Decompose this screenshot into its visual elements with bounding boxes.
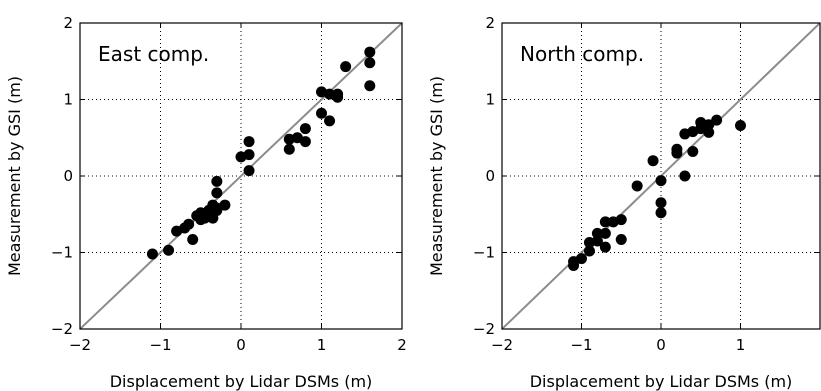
data-point: [703, 119, 715, 131]
y-axis-label: Measurement by GSI (m): [5, 76, 24, 276]
x-tick-label: −2: [491, 336, 513, 354]
y-tick-label: −2: [473, 320, 495, 338]
data-point: [324, 115, 336, 127]
y-tick-label: 2: [63, 14, 73, 32]
y-tick-label: 1: [63, 91, 73, 109]
x-tick-label: 1: [317, 336, 327, 354]
data-point: [679, 170, 691, 182]
y-tick-label: −1: [51, 244, 73, 262]
data-point: [576, 253, 587, 265]
data-point: [211, 187, 223, 199]
data-point: [711, 114, 723, 126]
x-tick-label: −1: [149, 336, 171, 354]
data-point: [735, 120, 746, 132]
y-tick-label: 0: [63, 167, 73, 185]
data-point: [647, 155, 659, 167]
data-point: [299, 123, 311, 135]
data-point: [591, 227, 603, 239]
x-tick-label: 1: [736, 336, 746, 354]
panel-east: −2−2 −1 −1 0 0 1 1 2 2 East comp. Displacement by …: [5, 14, 407, 391]
x-tick-label: −2: [69, 336, 91, 354]
data-point: [340, 61, 352, 73]
x-tick-label: 0: [656, 336, 666, 354]
data-point: [599, 241, 611, 253]
data-point: [599, 227, 611, 239]
data-point: [631, 180, 643, 192]
data-point: [187, 233, 199, 245]
y-axis-label: Measurement by GSI (m): [427, 76, 446, 276]
data-point: [364, 57, 376, 69]
panel-annotation: North comp.: [520, 42, 644, 66]
x-tick-label: 2: [397, 336, 407, 354]
y-tick-label: 1: [485, 91, 495, 109]
data-point: [615, 233, 627, 245]
x-tick-label: −1: [570, 336, 592, 354]
data-point: [591, 235, 603, 247]
data-point: [364, 80, 376, 92]
data-point: [219, 199, 231, 211]
x-axis-label: Displacement by Lidar DSMs (m): [110, 372, 373, 391]
panel-north: −2−2 −1 −1 0 0 1 1 2 North comp. Displacement by …: [427, 14, 821, 391]
panel-annotation: East comp.: [98, 42, 209, 66]
data-point: [243, 149, 255, 161]
data-point: [364, 46, 376, 58]
data-point: [146, 248, 158, 260]
data-point: [703, 126, 715, 138]
y-tick-label: 2: [485, 14, 495, 32]
y-tick-label: −2: [51, 320, 73, 338]
reference-line: [80, 23, 402, 329]
data-point: [583, 245, 595, 257]
data-point: [615, 214, 627, 226]
x-tick-label: 0: [236, 336, 246, 354]
y-tick-label: 0: [485, 167, 495, 185]
data-point: [599, 216, 611, 228]
data-point: [211, 175, 223, 187]
data-point: [332, 91, 344, 103]
data-point: [283, 143, 295, 155]
data-point: [299, 136, 311, 148]
data-point: [316, 107, 327, 119]
data-point: [655, 197, 667, 209]
data-point: [183, 218, 195, 230]
data-point: [671, 147, 683, 159]
x-axis-label: Displacement by Lidar DSMs (m): [530, 372, 793, 391]
data-point: [163, 244, 175, 256]
y-tick-label: −1: [473, 244, 495, 262]
data-point: [243, 136, 255, 148]
data-point: [687, 146, 699, 158]
data-point: [655, 207, 667, 219]
data-point: [243, 165, 255, 177]
data-point: [655, 175, 667, 187]
